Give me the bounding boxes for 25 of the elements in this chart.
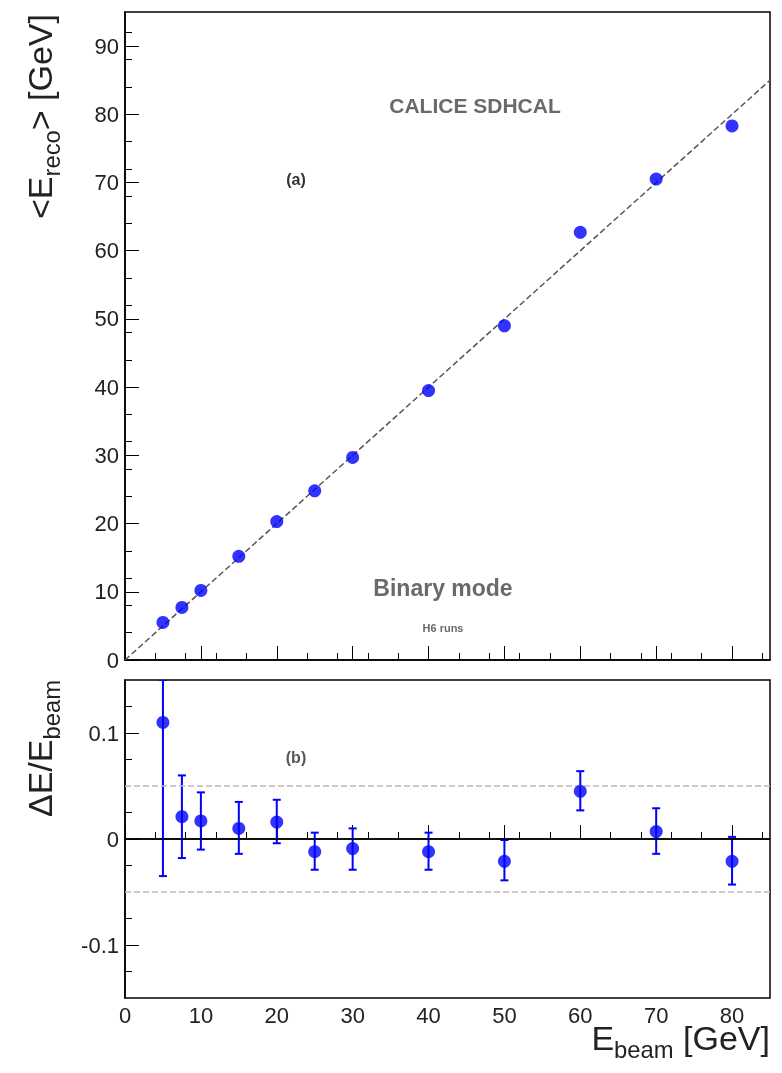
y-tick-label: 90 bbox=[94, 33, 119, 59]
y-tick-label: 0.1 bbox=[88, 720, 119, 746]
y-tick-label: 10 bbox=[94, 579, 119, 605]
y-tick-label: 0 bbox=[106, 826, 119, 852]
annotation: (b) bbox=[285, 749, 307, 766]
y-tick-label: 80 bbox=[94, 101, 119, 127]
x-tick-label: 50 bbox=[492, 1002, 517, 1028]
x-tick-label: 10 bbox=[188, 1002, 214, 1028]
y-tick-label: 0 bbox=[106, 647, 119, 673]
x-tick-label: 80 bbox=[719, 1002, 745, 1028]
annotation: (a) bbox=[286, 171, 306, 188]
y-tick-label: 50 bbox=[94, 306, 119, 332]
x-tick-label: 60 bbox=[568, 1002, 593, 1028]
y-tick-label: 30 bbox=[94, 442, 119, 468]
y-tick-label: 20 bbox=[94, 511, 119, 537]
x-tick-label: 40 bbox=[416, 1002, 441, 1028]
y-tick-label: -0.1 bbox=[81, 932, 119, 958]
x-tick-label: 20 bbox=[264, 1002, 290, 1028]
y-tick-label: 40 bbox=[94, 374, 119, 400]
annotation: Binary mode bbox=[373, 574, 513, 601]
annotation: CALICE SDHCAL bbox=[389, 93, 561, 117]
y-tick-label: 70 bbox=[94, 170, 119, 196]
x-tick-label: 30 bbox=[340, 1002, 365, 1028]
annotation: H6 runs bbox=[422, 621, 464, 634]
y-tick-label: 60 bbox=[94, 238, 119, 264]
